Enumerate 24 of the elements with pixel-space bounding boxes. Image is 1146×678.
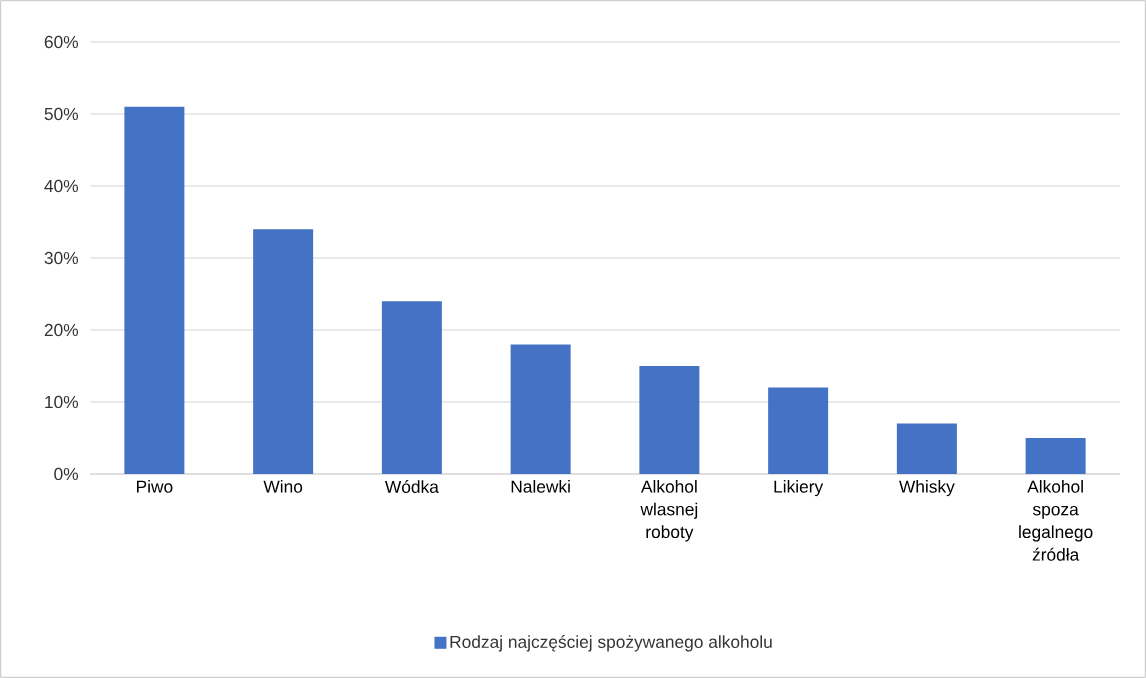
x-tick-label: Whisky bbox=[899, 480, 955, 497]
y-tick-label: 50% bbox=[44, 107, 79, 121]
x-tick-label: Piwo bbox=[137, 480, 173, 493]
x-tick-label: Wino bbox=[263, 480, 303, 493]
x-tick-label: Alkohol wlasnej roboty bbox=[640, 480, 698, 542]
y-tick-label: 20% bbox=[44, 323, 79, 337]
x-tick-label: Alkohol spoza legalnego źródła bbox=[1019, 480, 1093, 561]
y-tick-label: 40% bbox=[44, 179, 79, 193]
x-tick-label: Likiery bbox=[774, 480, 824, 497]
bar bbox=[639, 365, 700, 474]
y-tick-label: 0% bbox=[54, 467, 79, 481]
y-tick-label: 10% bbox=[45, 395, 79, 409]
bar bbox=[896, 423, 957, 474]
x-tick-label: Wódka bbox=[384, 480, 439, 493]
legend-label: Rodzaj najczęściej spożywanego alkoholu bbox=[450, 635, 772, 652]
bar bbox=[253, 229, 314, 474]
bar bbox=[124, 106, 185, 474]
bar bbox=[381, 301, 442, 474]
bar bbox=[768, 387, 829, 474]
y-tick-label: 60% bbox=[44, 35, 79, 49]
bar bbox=[1025, 437, 1086, 474]
bar bbox=[510, 344, 571, 474]
x-tick-label: Nalewki bbox=[511, 480, 570, 493]
y-tick-label: 30% bbox=[44, 251, 79, 265]
